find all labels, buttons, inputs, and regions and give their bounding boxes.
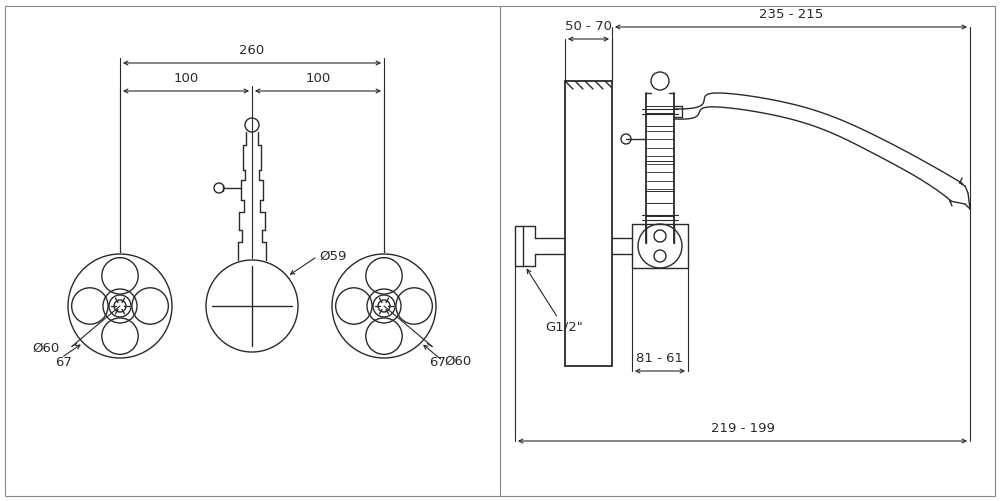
Text: 100: 100: [173, 72, 199, 85]
Text: Ø60: Ø60: [32, 342, 59, 355]
Text: 219 - 199: 219 - 199: [711, 422, 774, 435]
Text: 81 - 61: 81 - 61: [637, 352, 684, 365]
Text: Ø60: Ø60: [445, 354, 472, 367]
Text: G1/2": G1/2": [527, 270, 583, 334]
Text: 100: 100: [305, 72, 331, 85]
Text: Ø59: Ø59: [319, 250, 347, 263]
Bar: [515, 226, 523, 266]
Text: 260: 260: [239, 44, 265, 57]
Text: 50 - 70: 50 - 70: [565, 20, 612, 33]
Text: 235 - 215: 235 - 215: [759, 8, 823, 21]
Bar: [565, 81, 612, 366]
Text: 67: 67: [429, 357, 446, 370]
Text: 67: 67: [55, 357, 72, 370]
